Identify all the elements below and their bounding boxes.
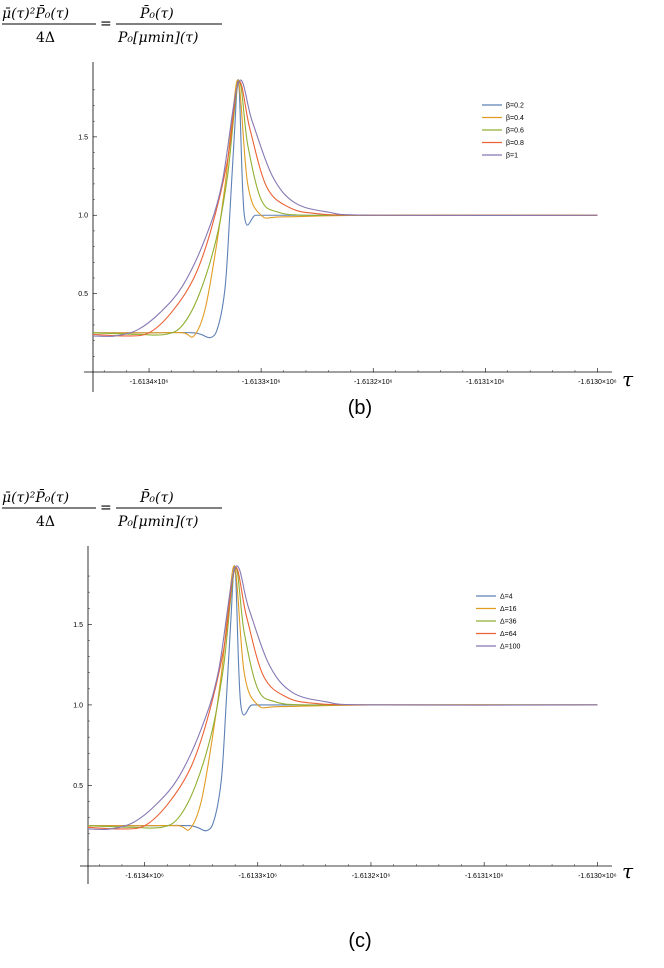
series-line (88, 565, 598, 832)
y-tick-label: 1.5 (73, 622, 83, 629)
formula-equals: = (100, 16, 112, 32)
series-line (88, 565, 598, 831)
legend-label: Δ=36 (500, 619, 517, 626)
y-tick-label: 1.0 (78, 213, 88, 220)
formula-rhs-numerator: P̄₀(τ) (139, 4, 174, 22)
line-chart-c: -1.6134×10⁶ -1.6133×10⁶ -1.6132×10⁶ -1.6131… (73, 546, 634, 884)
legend-label: β=0.4 (506, 115, 524, 122)
formula-lhs-denominator: 4Δ (36, 514, 55, 530)
y-tick-label: 1.0 (73, 702, 83, 709)
x-tick-label: -1.6133×10⁶ (239, 873, 278, 880)
formula-lhs-denominator: 4Δ (36, 30, 55, 46)
line-chart-b: -1.6134×10⁶ -1.6133×10⁶ -1.6132×10⁶ -1.6131… (78, 62, 634, 392)
series-line (92, 79, 598, 337)
y-axis-formula: μ̄(τ)²P̄₀(τ) 4Δ = P̄₀(τ) P₀[μmin](τ) (2, 4, 222, 46)
x-tick-label: -1.6132×10⁶ (354, 379, 393, 386)
formula-equals: = (100, 500, 112, 516)
series-line (87, 567, 598, 829)
formula-rhs-numerator: P̄₀(τ) (139, 488, 174, 506)
formula-rhs-denominator: P₀[μmin](τ) (117, 514, 199, 530)
series-line (87, 567, 598, 830)
x-tick-label: -1.6130×10⁶ (578, 873, 617, 880)
y-axis-formula: μ̄(τ)²P̄₀(τ) 4Δ = P̄₀(τ) P₀[μmin](τ) (2, 488, 222, 530)
legend-label: β=0.8 (506, 140, 524, 147)
x-axis-label: τ (622, 859, 634, 883)
x-tick-label: -1.6130×10⁶ (578, 379, 617, 386)
legend-label: Δ=16 (500, 606, 517, 613)
y-tick-label: 0.5 (78, 291, 88, 298)
panel-label-b: (b) (347, 397, 373, 419)
x-tick-label: -1.6131×10⁶ (465, 873, 504, 880)
x-tick-label: -1.6133×10⁶ (242, 379, 281, 386)
legend-label: β=1 (506, 153, 518, 160)
series-line (93, 79, 598, 338)
x-axis-label: τ (622, 367, 634, 391)
y-tick-label: 1.5 (78, 134, 88, 141)
legend-label: Δ=4 (500, 594, 513, 601)
formula-rhs-denominator: P₀[μmin](τ) (117, 30, 199, 46)
x-tick-label: -1.6132×10⁶ (352, 873, 391, 880)
legend-label: Δ=64 (500, 631, 517, 638)
chart-panel-b: μ̄(τ)²P̄₀(τ) 4Δ = P̄₀(τ) P₀[μmin](τ) -1.… (2, 4, 634, 419)
x-tick-label: -1.6131×10⁶ (466, 379, 505, 386)
y-tick-label: 0.5 (73, 783, 83, 790)
formula-lhs-numerator: μ̄(τ)²P̄₀(τ) (2, 4, 69, 22)
chart-panel-c: μ̄(τ)²P̄₀(τ) 4Δ = P̄₀(τ) P₀[μmin](τ) -1.… (0, 484, 664, 968)
series-line (87, 565, 598, 830)
legend-label: Δ=100 (500, 644, 521, 651)
x-tick-label: -1.6134×10⁶ (130, 379, 169, 386)
formula-lhs-numerator: μ̄(τ)²P̄₀(τ) (2, 488, 69, 506)
x-tick-label: -1.6134×10⁶ (125, 873, 164, 880)
legend-label: β=0.6 (506, 128, 524, 135)
legend-label: β=0.2 (506, 103, 524, 110)
panel-label-c: (c) (348, 930, 372, 952)
